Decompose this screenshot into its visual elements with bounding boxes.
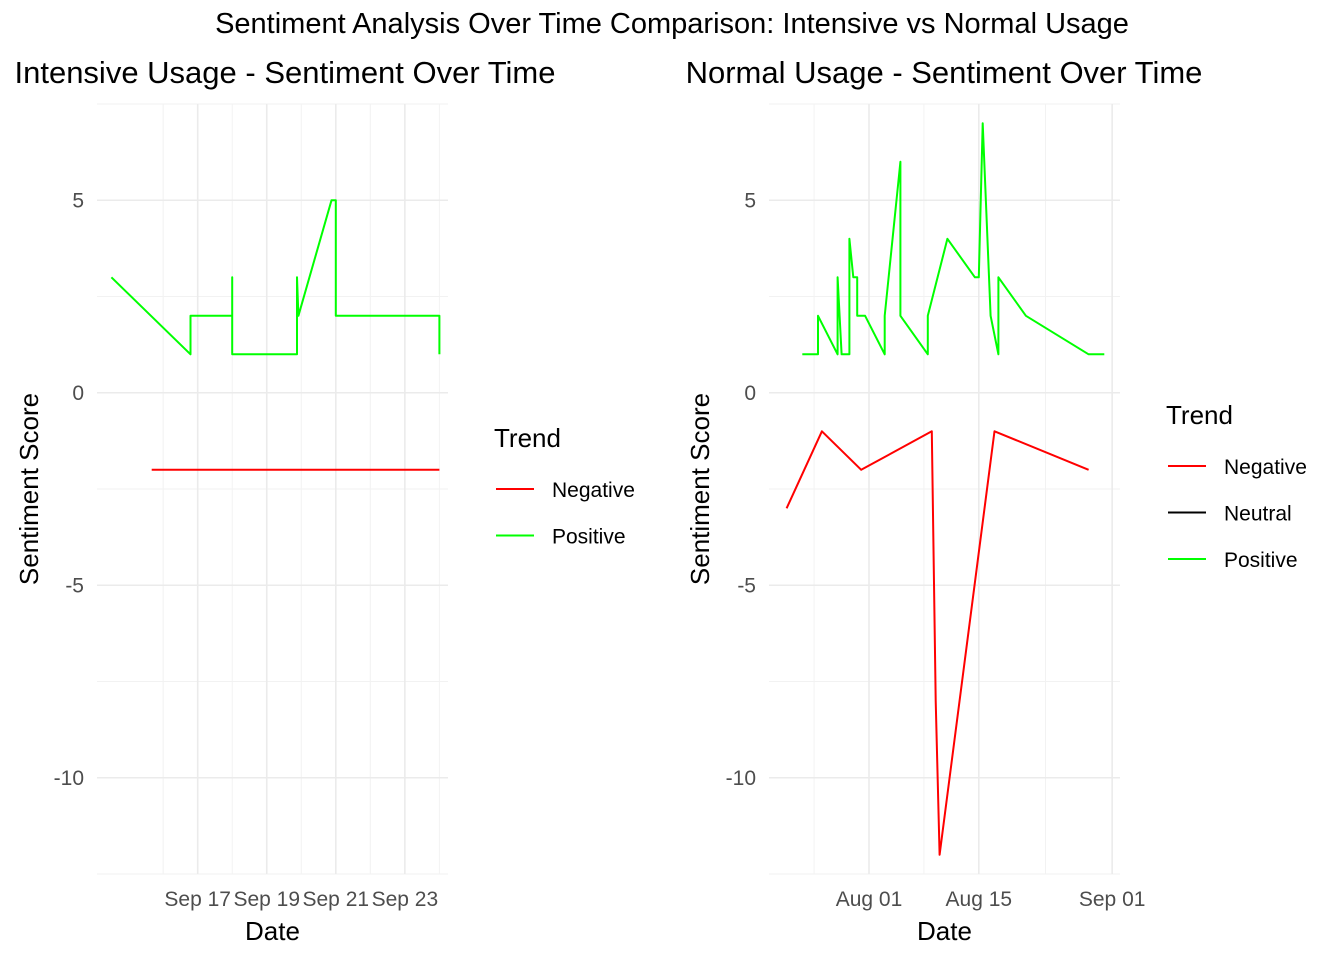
legend-label-negative: Negative [552, 479, 635, 502]
panels: 5 0 -5 -10 Sep 17 Sep 19 Sep 21 Sep 23 Intensive… [14, 55, 1307, 946]
legend-label-positive: Positive [1224, 549, 1298, 572]
y-tick-label: -10 [726, 767, 756, 790]
x-axis-title: Date [245, 916, 300, 946]
y-tick-label: -10 [54, 767, 84, 790]
panel-title: Intensive Usage - Sentiment Over Time [14, 55, 555, 90]
y-axis-title: Sentiment Score [685, 393, 715, 585]
legend-label-neutral: Neutral [1224, 503, 1292, 526]
y-tick-label: -5 [65, 574, 84, 597]
x-tick-label: Aug 01 [836, 888, 903, 911]
x-tick-label: Sep 21 [303, 888, 370, 911]
y-tick-label: 5 [72, 189, 84, 212]
legend: Trend Negative Positive [494, 423, 635, 549]
figure-title: Sentiment Analysis Over Time Comparison:… [215, 8, 1129, 40]
y-tick-label: -5 [737, 574, 756, 597]
legend-label-negative: Negative [1224, 456, 1307, 479]
legend-title: Trend [494, 423, 561, 453]
y-axis-title: Sentiment Score [14, 393, 44, 585]
legend-title: Trend [1166, 400, 1233, 430]
x-tick-label: Sep 17 [164, 888, 231, 911]
x-tick-label: Sep 01 [1079, 888, 1146, 911]
legend: Trend Negative Neutral Positive [1166, 400, 1307, 572]
panel-title: Normal Usage - Sentiment Over Time [686, 55, 1203, 90]
x-tick-label: Aug 15 [946, 888, 1013, 911]
y-tick-label: 0 [72, 382, 84, 405]
panel-intensive: 5 0 -5 -10 Sep 17 Sep 19 Sep 21 Sep 23 Intensive… [14, 55, 635, 946]
x-tick-label: Sep 23 [372, 888, 439, 911]
series-line-negative [785, 430, 1089, 856]
y-tick-label: 5 [744, 189, 756, 212]
x-tick-label: Sep 19 [233, 888, 300, 911]
series-line-positive [802, 122, 1105, 356]
x-axis-title: Date [917, 916, 972, 946]
panel-normal: 5 0 -5 -10 Aug 01 Aug 15 Sep 01 Normal Usage - … [685, 55, 1307, 946]
legend-label-positive: Positive [552, 526, 626, 549]
series-line-positive [110, 199, 441, 356]
y-tick-label: 0 [744, 382, 756, 405]
